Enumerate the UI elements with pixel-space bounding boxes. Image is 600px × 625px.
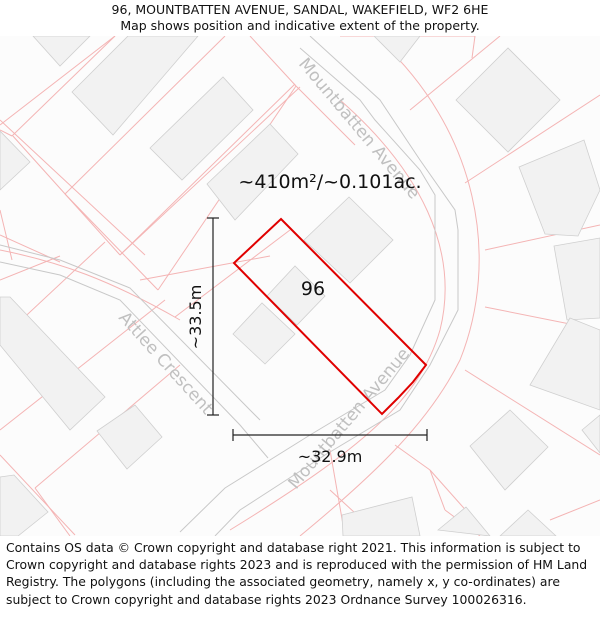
street-label-mountbatten-lower: Mountbatten Avenue [285, 344, 414, 493]
height-dimension-label: ~33.5m [186, 285, 205, 350]
attribution-text: Contains OS data © Crown copyright and d… [6, 540, 588, 607]
height-dimension [207, 217, 219, 416]
property-address: 96, MOUNTBATTEN AVENUE, SANDAL, WAKEFIEL… [111, 2, 489, 17]
map-subtitle: Map shows position and indicative extent… [120, 18, 480, 33]
area-label: ~410m²/~0.101ac. [238, 171, 421, 193]
map-header: 96, MOUNTBATTEN AVENUE, SANDAL, WAKEFIEL… [0, 0, 600, 38]
property-map[interactable]: Mountbatten Avenue Mountbatten Avenue At… [0, 36, 600, 536]
width-dimension-label: ~32.9m [298, 447, 363, 466]
buildings [0, 36, 600, 536]
road-edges [0, 36, 459, 536]
plot-number-label: 96 [301, 278, 325, 300]
street-labels: Mountbatten Avenue Mountbatten Avenue At… [114, 54, 423, 493]
width-dimension [232, 429, 428, 441]
property-boundary[interactable] [232, 217, 428, 416]
